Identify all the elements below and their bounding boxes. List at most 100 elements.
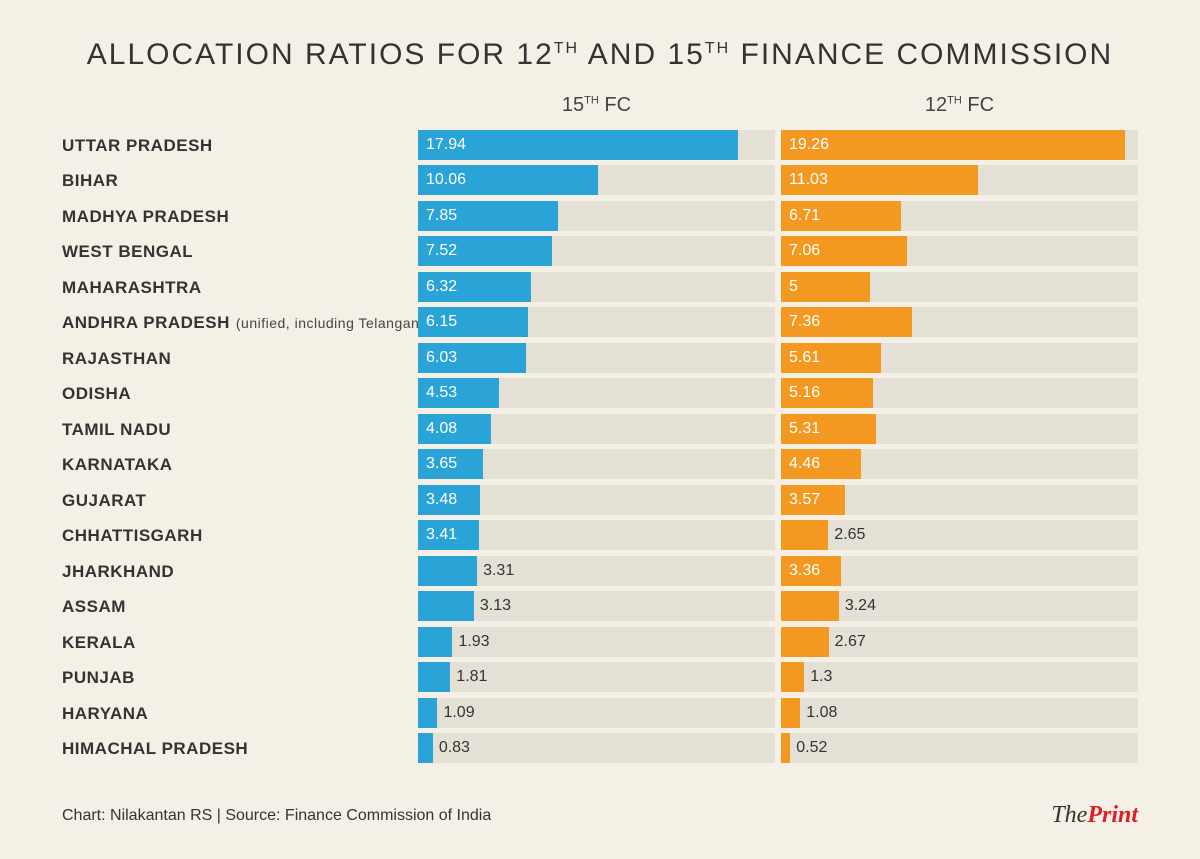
bar-fill [781, 662, 804, 692]
bar-row: 7.36 [781, 305, 1138, 341]
bar-fill [781, 627, 829, 657]
bar-fill: 3.57 [781, 485, 845, 515]
bar-value: 7.52 [418, 242, 457, 260]
bar-row: 1.09 [418, 695, 775, 731]
brand-prefix: The [1051, 802, 1087, 828]
bar-fill: 17.94 [418, 130, 738, 160]
bar-fill: 5 [781, 272, 870, 302]
bar-fill [418, 627, 452, 657]
bar-row: 3.31 [418, 553, 775, 589]
bar-row: 3.24 [781, 589, 1138, 625]
bar-value: 6.15 [418, 313, 457, 331]
source-text: Chart: Nilakantan RS | Source: Finance C… [62, 807, 491, 825]
bar-value: 10.06 [418, 171, 466, 189]
bar-fill [418, 662, 450, 692]
bar-row: 5.31 [781, 411, 1138, 447]
bar-row: 1.08 [781, 695, 1138, 731]
bar-track [418, 733, 775, 763]
state-label: MAHARASHTRA [62, 270, 412, 306]
bar-value: 6.32 [418, 278, 457, 296]
bar-row: 11.03 [781, 163, 1138, 199]
state-label: ANDHRA PRADESH(unified, including Telang… [62, 306, 412, 342]
bar-row: 3.36 [781, 553, 1138, 589]
bar-fill [781, 698, 800, 728]
bar-value: 2.65 [828, 526, 865, 544]
bar-fill: 5.61 [781, 343, 881, 373]
bar-fill: 4.53 [418, 378, 499, 408]
state-label: GUJARAT [62, 483, 412, 519]
bar-value: 3.57 [781, 491, 820, 509]
state-label: RAJASTHAN [62, 341, 412, 377]
bar-row: 6.32 [418, 269, 775, 305]
bar-value: 5.16 [781, 384, 820, 402]
chart-title: ALLOCATION RATIOS FOR 12TH AND 15TH FINA… [62, 38, 1138, 72]
bar-row: 1.81 [418, 660, 775, 696]
bar-value: 3.24 [839, 597, 876, 615]
bar-fill: 6.71 [781, 201, 901, 231]
bar-value: 7.85 [418, 207, 457, 225]
bar-value: 1.81 [450, 668, 487, 686]
bar-row: 0.52 [781, 731, 1138, 767]
state-label: ODISHA [62, 377, 412, 413]
bar-fill: 3.48 [418, 485, 480, 515]
bar-value: 19.26 [781, 136, 829, 154]
bar-value: 3.36 [781, 562, 820, 580]
bar-fill: 7.85 [418, 201, 558, 231]
state-label: JHARKHAND [62, 554, 412, 590]
bar-value: 3.13 [474, 597, 511, 615]
bar-value: 17.94 [418, 136, 466, 154]
bar-value: 3.65 [418, 455, 457, 473]
bar-value: 6.71 [781, 207, 820, 225]
bar-fill: 3.41 [418, 520, 479, 550]
state-label: HARYANA [62, 696, 412, 732]
bar-row: 3.65 [418, 447, 775, 483]
bar-fill [418, 591, 474, 621]
bar-row: 1.3 [781, 660, 1138, 696]
bar-row: 4.53 [418, 376, 775, 412]
state-label: KARNATAKA [62, 448, 412, 484]
bar-row: 5 [781, 269, 1138, 305]
bars-column-12th: 12TH FC19.2611.036.717.0657.365.615.165.… [781, 94, 1138, 767]
state-label: ASSAM [62, 590, 412, 626]
bar-row: 6.71 [781, 198, 1138, 234]
bar-value: 3.48 [418, 491, 457, 509]
bar-row: 7.85 [418, 198, 775, 234]
bars-column-15th: 15TH FC 17.94 10.06 7.85 7.52 6.32 6.15 6.03 4.5… [418, 94, 775, 767]
bar-row: 5.16 [781, 376, 1138, 412]
bar-row: 10.06 [418, 163, 775, 199]
bar-row: 3.41 [418, 518, 775, 554]
bar-row: 2.67 [781, 624, 1138, 660]
bar-value: 11.03 [781, 171, 828, 189]
bar-fill: 4.46 [781, 449, 861, 479]
bar-value: 3.31 [477, 562, 514, 580]
bar-row: 5.61 [781, 340, 1138, 376]
bar-fill: 6.03 [418, 343, 526, 373]
bar-fill [781, 520, 828, 550]
bar-value: 2.67 [829, 633, 866, 651]
state-label: UTTAR PRADESH [62, 128, 412, 164]
bar-row: 6.15 [418, 305, 775, 341]
bar-row: 7.52 [418, 234, 775, 270]
bar-value: 1.3 [804, 668, 832, 686]
bar-value: 1.09 [437, 704, 474, 722]
bar-row: 2.65 [781, 518, 1138, 554]
bar-value: 6.03 [418, 349, 457, 367]
bar-fill: 6.32 [418, 272, 531, 302]
bar-fill: 6.15 [418, 307, 528, 337]
brand-accent: Print [1087, 802, 1138, 828]
bar-value: 5.31 [781, 420, 820, 438]
bar-value: 1.08 [800, 704, 837, 722]
bar-value: 4.53 [418, 384, 457, 402]
bar-fill: 3.36 [781, 556, 841, 586]
state-label: BIHAR [62, 164, 412, 200]
footer: Chart: Nilakantan RS | Source: Finance C… [62, 802, 1138, 829]
column-header: 15TH FC [418, 94, 775, 117]
bar-fill: 5.16 [781, 378, 873, 408]
bar-fill: 4.08 [418, 414, 491, 444]
bar-track [781, 733, 1138, 763]
bar-row: 17.94 [418, 127, 775, 163]
bar-row: 4.46 [781, 447, 1138, 483]
bar-row: 4.08 [418, 411, 775, 447]
state-label: TAMIL NADU [62, 412, 412, 448]
brand-logo: ThePrint [1051, 802, 1138, 829]
